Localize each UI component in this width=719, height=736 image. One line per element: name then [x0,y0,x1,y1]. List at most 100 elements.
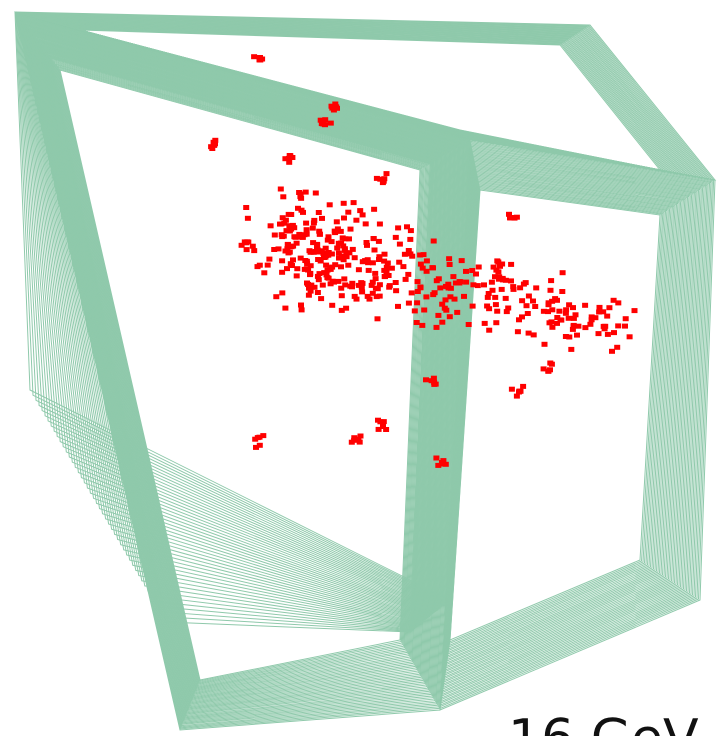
hit [286,160,292,165]
hit [500,276,506,281]
hit [505,306,511,311]
hit [304,266,310,271]
hit [251,248,257,253]
hit [403,277,409,282]
hit [433,456,439,461]
hit [341,216,347,221]
hit [278,222,284,227]
hit [304,227,310,232]
hit [314,243,320,248]
hit [419,323,425,328]
hit [461,294,467,299]
hit [587,322,593,327]
hit [265,263,271,268]
hit [495,269,501,274]
hit [545,309,551,314]
hit [273,294,279,299]
hit [563,334,569,339]
hit [503,296,509,301]
hit [381,419,387,424]
hit [353,218,359,223]
hit [414,300,420,305]
hit [406,301,412,306]
hit [322,122,328,127]
hit [372,248,378,253]
hit [320,283,326,288]
hit [609,349,615,354]
hit [493,302,499,307]
detector-view: 16 GeV [0,0,719,736]
hit [356,267,362,272]
hit [415,289,421,294]
hit [329,303,335,308]
hit [476,265,482,270]
hit [486,328,492,333]
hit [279,290,285,295]
hit [363,221,369,226]
hit [568,347,574,352]
hit [313,191,319,196]
mesh-layer [441,145,710,703]
hit [290,257,296,262]
hit [409,290,415,295]
hit [447,294,453,299]
hit [211,143,217,148]
hit [329,106,335,111]
hit [359,289,365,294]
hit [530,299,536,304]
hit [243,205,249,210]
hit [596,310,602,315]
hit [358,280,364,285]
hit [334,246,340,251]
hit [606,305,612,310]
hit [370,260,376,265]
hit [447,314,453,319]
hit [475,283,481,288]
hit [531,332,537,337]
hit [387,283,393,288]
hit [289,155,295,160]
hit [559,289,565,294]
hit [381,268,387,273]
hit [430,265,436,270]
hit [493,320,499,325]
hit [516,390,522,395]
hit [615,300,621,305]
hit [384,171,390,176]
hit [442,306,448,311]
hit [360,259,366,264]
hit [360,212,366,217]
hit [611,330,617,335]
hit [547,320,553,325]
hit [596,331,602,336]
hit [306,286,312,291]
hit [366,268,372,273]
hit [435,313,441,318]
hit [315,257,321,262]
hit [482,321,488,326]
hit [326,250,332,255]
hit [526,331,532,336]
hit [352,294,358,299]
hit [520,384,526,389]
hit [280,194,286,199]
hit [283,249,289,254]
hit [431,239,437,244]
hit [486,291,492,296]
hit [381,259,387,264]
hit [405,272,411,277]
hit [255,264,261,269]
hit [316,277,322,282]
hit [393,280,399,285]
hit [377,222,383,227]
hit [402,252,408,257]
page: 16 GeV (() => { const data = JSON.parse(… [0,0,719,736]
hit [278,187,284,192]
hit [364,243,370,248]
mesh-layer [448,179,673,656]
hit [393,235,399,240]
hit [395,225,401,230]
hit [450,274,456,279]
hit [304,259,310,264]
hit [486,306,492,311]
